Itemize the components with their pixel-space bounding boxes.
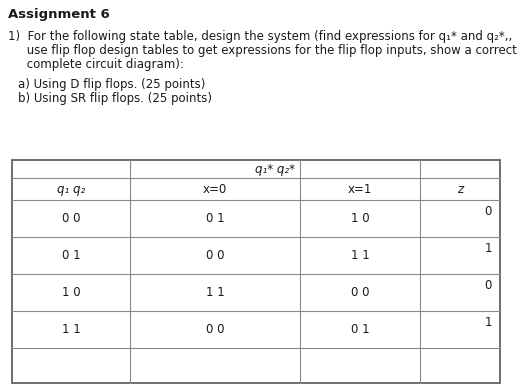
- Text: x=1: x=1: [348, 182, 372, 196]
- Text: use flip flop design tables to get expressions for the flip flop inputs, show a : use flip flop design tables to get expre…: [8, 44, 517, 57]
- Bar: [12, 160, 500, 383]
- Text: 1: 1: [484, 316, 492, 329]
- Text: a) Using D flip flops. (25 points): a) Using D flip flops. (25 points): [18, 78, 206, 91]
- Text: Assignment 6: Assignment 6: [8, 8, 110, 21]
- Text: z: z: [457, 182, 463, 196]
- Text: 0 0: 0 0: [206, 249, 224, 262]
- Text: 0 0: 0 0: [206, 323, 224, 336]
- Text: 1 1: 1 1: [62, 323, 81, 336]
- Text: q₁ q₂: q₁ q₂: [57, 182, 85, 196]
- Text: 1: 1: [484, 242, 492, 255]
- Text: b) Using SR flip flops. (25 points): b) Using SR flip flops. (25 points): [18, 92, 212, 105]
- Text: 0: 0: [485, 279, 492, 292]
- Text: 1 0: 1 0: [62, 286, 81, 299]
- Text: 1 1: 1 1: [206, 286, 224, 299]
- Text: 0 0: 0 0: [62, 212, 80, 225]
- Text: complete circuit diagram):: complete circuit diagram):: [8, 58, 184, 71]
- Text: 0 1: 0 1: [62, 249, 81, 262]
- Text: 0: 0: [485, 205, 492, 218]
- Text: 0 0: 0 0: [351, 286, 369, 299]
- Text: q₁* q₂*: q₁* q₂*: [255, 163, 295, 175]
- Text: x=0: x=0: [203, 182, 227, 196]
- Text: 0 1: 0 1: [351, 323, 369, 336]
- Text: 1 0: 1 0: [351, 212, 369, 225]
- Text: 1 1: 1 1: [350, 249, 369, 262]
- Text: 1)  For the following state table, design the system (find expressions for q₁* a: 1) For the following state table, design…: [8, 30, 512, 43]
- Text: 0 1: 0 1: [206, 212, 224, 225]
